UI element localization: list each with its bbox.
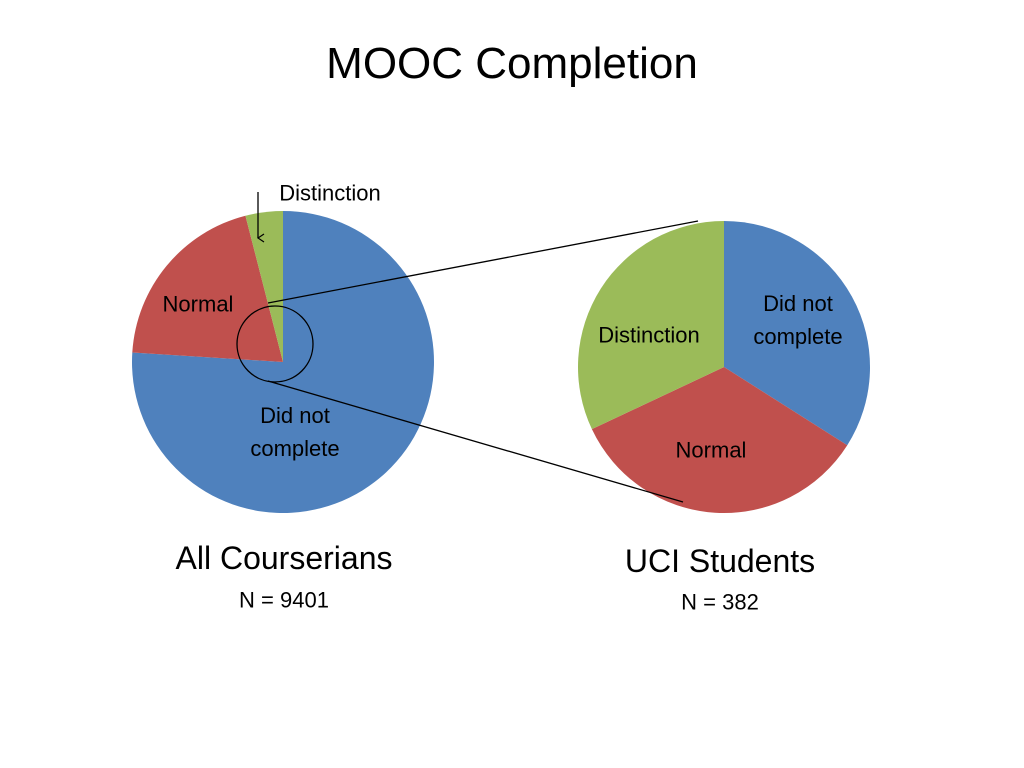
pie-slice xyxy=(132,215,283,362)
slice-label: Distinction xyxy=(598,322,700,348)
pie-slice xyxy=(591,367,848,513)
pie-slice xyxy=(578,221,724,430)
slice-label: Normal xyxy=(675,437,747,463)
slice-label: Distinction xyxy=(279,180,381,206)
slice-label: Normal xyxy=(162,291,234,317)
pie-slice xyxy=(245,211,283,362)
zoom-line xyxy=(267,380,684,503)
pies xyxy=(132,211,870,513)
zoom-callout xyxy=(236,192,699,503)
slide-title: MOOC Completion xyxy=(326,39,698,88)
pie-slice xyxy=(724,221,870,446)
slice-label: Did not complete xyxy=(250,403,340,461)
slice-label: Did not complete xyxy=(753,291,843,349)
chart-title: UCI Students xyxy=(624,543,816,579)
chart-title: All Courserians xyxy=(175,540,393,576)
zoom-circle xyxy=(236,305,314,383)
zoom-line xyxy=(267,220,699,304)
chart-subtitle: N = 382 xyxy=(681,589,759,615)
chart-subtitle: N = 9401 xyxy=(239,587,329,613)
